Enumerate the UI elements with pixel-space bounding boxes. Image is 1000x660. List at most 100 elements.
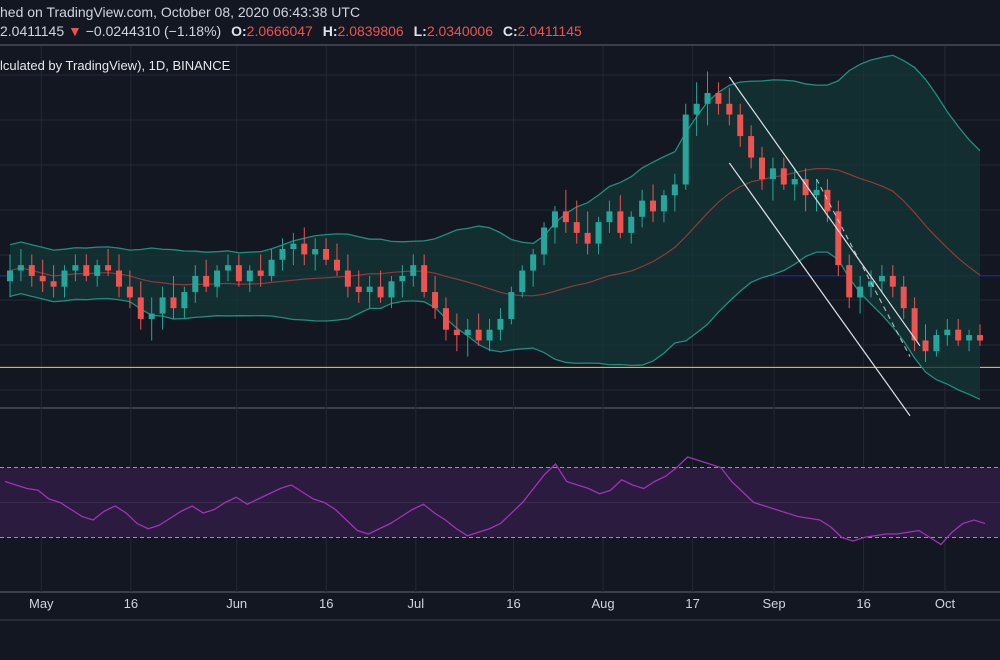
candle-body [61,270,68,287]
candle-body [573,222,580,233]
candle-body [944,329,951,336]
candle-body [900,286,907,309]
x-axis-tick-label: Aug [591,596,614,611]
high-label: H: [322,23,338,39]
candle-body [660,195,667,212]
candle-body [94,265,101,276]
candle-body [486,329,493,341]
candle-body [323,249,330,260]
candle-body [214,270,221,287]
candle-body [726,103,733,115]
candle-body [551,211,558,228]
open-value: 2.0666047 [246,23,313,39]
x-axis-tick-label: May [29,596,54,611]
candle-body [279,249,286,260]
candle-body [704,93,711,104]
candle-body [475,329,482,341]
candle-body [442,308,449,330]
candle-body [366,286,373,293]
candle-body [519,270,526,293]
candle-body [878,275,885,282]
candle-body [17,265,24,271]
candle-body [584,232,591,244]
candle-body [399,275,406,282]
candle-body [759,157,766,180]
channel-mid-line [816,178,911,357]
last-price: 2.0411145 [0,23,65,39]
candle-body [203,275,210,287]
candle-body [857,286,864,298]
candle-body [192,275,199,293]
low-value: 2.0340006 [426,23,493,39]
candle-body [737,114,744,137]
candle-body [966,335,973,341]
channel-upper-line [728,76,921,347]
candle-body [312,249,319,255]
candle-body [39,275,46,282]
x-axis-tick-label: 16 [856,596,870,611]
candle-body [769,168,776,180]
candle-body [453,329,460,336]
candle-body [181,292,188,309]
candle-body [170,297,177,309]
candle-body [508,292,515,319]
candle-body [671,184,678,196]
candle-body [72,265,79,271]
candle-body [290,243,297,250]
candle-body [257,270,264,276]
candle-body [421,265,428,293]
candle-body [28,265,35,276]
x-axis-tick-label: 16 [319,596,333,611]
x-axis-tick-label: Jul [407,596,424,611]
x-axis-tick-label: 17 [685,596,699,611]
candle-body [268,259,275,276]
candle-body [606,211,613,223]
candle-body [224,265,231,271]
x-axis-tick-label: Sep [762,596,785,611]
candle-body [530,254,537,271]
ohlc-readout: 2.0411145 ▼ −0.0244310 (−1.18%) O:2.0666… [0,23,582,41]
published-info: hed on TradingView.com, October 08, 2020… [0,4,361,20]
low-label: L: [413,23,427,39]
candle-body [105,265,112,271]
high-value: 2.0839806 [337,23,404,39]
x-axis-tick-label: 16 [506,596,520,611]
candle-body [889,275,896,287]
candle-body [802,179,809,196]
candle-body [846,265,853,298]
candle-body [639,200,646,217]
candle-body [955,329,962,341]
candle-body [115,270,122,287]
down-arrow-icon: ▼ [68,23,82,39]
candle-body [715,93,722,104]
x-axis-tick-label: Jun [226,596,247,611]
candle-body [780,168,787,185]
header-separator [0,44,1000,46]
candle-body [355,286,362,293]
candle-body [650,200,657,212]
candle-body [835,211,842,266]
candle-body [235,265,242,282]
candle-body [682,114,689,185]
candle-body [464,329,471,336]
bollinger-fill [10,55,980,400]
candle-body [617,211,624,233]
price-change: −0.0244310 (−1.18%) [85,23,222,39]
candle-body [748,136,755,158]
candle-body [868,281,875,287]
close-value: 2.0411145 [517,23,582,39]
candle-body [246,270,253,282]
rsi-line [4,456,986,546]
candle-body [541,227,548,255]
candle-body [159,297,166,314]
candle-body [562,211,569,223]
candle-body [693,103,700,115]
candle-body [432,292,439,309]
chart-legend: lculated by TradingView), 1D, BINANCE [0,58,231,73]
candle-body [933,335,940,352]
candle-body [301,243,308,255]
candle-body [377,286,384,298]
candle-body [137,297,144,319]
candle-body [344,270,351,287]
